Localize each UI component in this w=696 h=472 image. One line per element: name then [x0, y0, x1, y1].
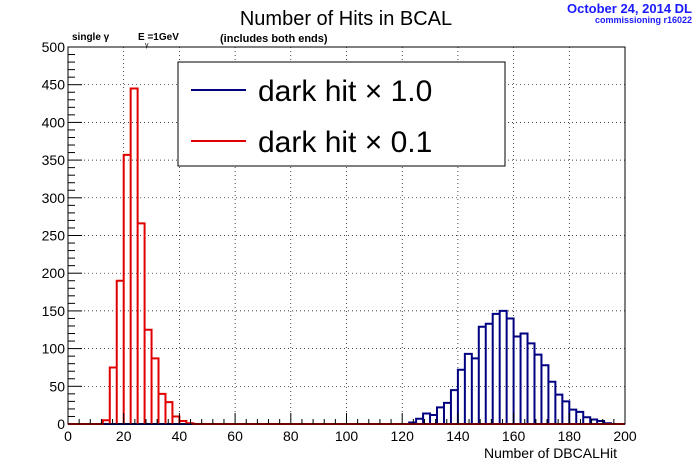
series-1-bin	[472, 358, 479, 424]
series-1-bin	[569, 410, 576, 424]
particle-annotation: single γ	[72, 32, 110, 43]
y-tick-label: 50	[49, 378, 65, 394]
series-1-histogram	[68, 309, 625, 425]
ends-annotation: (includes both ends)	[220, 33, 328, 45]
x-tick-label: 180	[558, 428, 582, 444]
x-tick-label: 200	[613, 428, 637, 444]
series-2-bin	[152, 358, 159, 424]
x-tick-label: 80	[283, 428, 299, 444]
series-2-bin	[165, 402, 172, 424]
series-2-bin	[172, 416, 179, 424]
series-1-bin	[444, 403, 451, 424]
series-2-bin	[159, 394, 166, 424]
legend-label-series-1: dark hit × 1.0	[258, 75, 432, 108]
energy-annotation: E =1GeV	[138, 32, 179, 43]
series-1-bin	[479, 327, 486, 424]
series-1-bin	[562, 401, 569, 424]
series-1-bin	[548, 382, 555, 424]
run-annotation: commissioning r16022	[594, 15, 692, 25]
x-axis-label: Number of DBCALHit	[484, 445, 617, 461]
legend-box	[177, 61, 506, 167]
series-2-bin	[117, 281, 124, 424]
series-1-bin	[451, 390, 458, 424]
date-annotation: October 24, 2014 DL	[567, 1, 692, 16]
y-tick-label: 300	[42, 190, 66, 206]
axis-ticks	[67, 46, 626, 425]
series-1-bin	[514, 337, 521, 424]
series-2-bin	[103, 420, 110, 424]
y-tick-label: 0	[57, 416, 65, 432]
series-1-bin	[458, 370, 465, 424]
series-1-bin	[576, 412, 583, 424]
series-2-bin	[138, 223, 145, 424]
chart-title: Number of Hits in BCAL	[240, 8, 452, 30]
series-2-bin	[145, 330, 152, 424]
series-1-bin	[507, 318, 514, 424]
energy-subscript: γ	[145, 42, 149, 49]
y-tick-label: 100	[42, 341, 66, 357]
x-tick-label: 60	[227, 428, 243, 444]
series-1-bin	[534, 355, 541, 424]
series-2-bin	[131, 88, 138, 424]
y-tick-label: 350	[42, 152, 66, 168]
series-1-bin	[500, 311, 507, 424]
tick-labels: 0 20 40 60 80 100 120 140 160 180 200 0 50 100 150 200 2…	[42, 39, 637, 444]
series-1-bin	[528, 343, 535, 424]
x-tick-label: 100	[335, 428, 359, 444]
x-tick-label: 0	[64, 428, 72, 444]
series-1-bin	[521, 334, 528, 424]
y-tick-label: 400	[42, 114, 66, 130]
series-1-bin	[465, 354, 472, 424]
legend-label-series-2: dark hit × 0.1	[258, 126, 432, 159]
y-tick-label: 500	[42, 39, 66, 55]
x-tick-label: 40	[172, 428, 188, 444]
x-tick-label: 160	[502, 428, 526, 444]
series-2-bin	[124, 155, 131, 424]
series-1-bin	[541, 365, 548, 424]
series-1-bin	[555, 395, 562, 424]
series-1-bin	[583, 417, 590, 424]
series-2-bin	[110, 367, 117, 424]
legend: dark hit × 1.0 dark hit × 0.1	[177, 61, 506, 167]
y-tick-label: 200	[42, 265, 66, 281]
x-tick-label: 120	[391, 428, 415, 444]
y-tick-label: 450	[42, 77, 66, 93]
x-tick-label: 20	[116, 428, 132, 444]
y-tick-label: 150	[42, 303, 66, 319]
x-tick-label: 140	[446, 428, 470, 444]
series-1-bin	[437, 407, 444, 424]
series-1-bin	[493, 314, 500, 424]
series-1-bin	[486, 324, 493, 424]
y-tick-label: 250	[42, 228, 66, 244]
